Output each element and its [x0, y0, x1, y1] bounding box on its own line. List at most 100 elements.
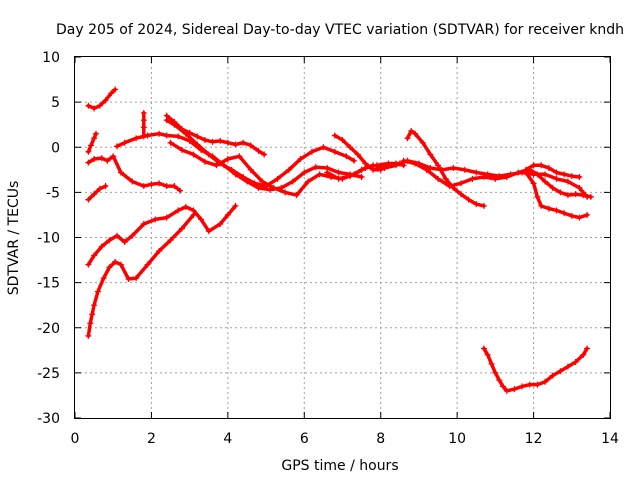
data-point	[572, 359, 579, 366]
data-point	[480, 174, 487, 181]
data-point	[324, 169, 331, 176]
data-point	[564, 178, 571, 185]
data-point	[542, 171, 549, 178]
data-point	[347, 144, 354, 151]
data-point	[88, 142, 95, 149]
data-point	[587, 193, 594, 200]
plot-frame	[74, 56, 611, 419]
data-point	[519, 383, 526, 390]
data-point	[419, 139, 426, 146]
data-point	[228, 166, 235, 173]
y-tick-label: -25	[37, 366, 60, 382]
data-point	[201, 137, 208, 144]
data-point	[213, 162, 220, 169]
data-point	[232, 141, 239, 148]
data-point	[93, 130, 100, 137]
data-point	[503, 387, 510, 394]
data-point	[163, 183, 170, 190]
data-point	[316, 171, 323, 178]
data-point	[465, 196, 472, 203]
data-point	[354, 151, 361, 158]
data-point	[144, 261, 151, 268]
data-point	[205, 228, 212, 235]
series-arc-15	[400, 157, 594, 200]
data-point	[117, 261, 124, 268]
data-point	[194, 133, 201, 140]
data-point	[179, 126, 185, 133]
y-tick-label: -5	[46, 185, 60, 201]
data-point	[224, 211, 231, 218]
data-point	[100, 275, 107, 282]
data-point	[179, 146, 185, 153]
data-point	[557, 368, 564, 375]
data-point	[496, 377, 503, 384]
x-axis-title: GPS time / hours	[281, 458, 398, 474]
data-point	[335, 175, 342, 182]
data-point	[576, 174, 583, 181]
data-point	[427, 151, 434, 158]
x-tick-label: 4	[223, 431, 232, 447]
data-point	[96, 102, 103, 109]
data-point	[194, 141, 201, 148]
data-point	[270, 184, 277, 191]
data-point	[545, 205, 552, 212]
data-point	[526, 381, 533, 388]
data-point	[492, 369, 499, 376]
data-point	[576, 184, 583, 191]
data-point	[457, 191, 464, 198]
data-point	[427, 165, 434, 172]
data-point	[446, 183, 453, 190]
data-point	[538, 202, 545, 209]
data-point	[182, 203, 189, 210]
y-tick-label: 0	[51, 140, 60, 156]
data-point	[469, 175, 476, 182]
data-point	[538, 162, 545, 169]
data-point	[261, 151, 268, 158]
data-point	[450, 165, 457, 172]
data-point	[503, 174, 510, 181]
data-point	[91, 155, 98, 162]
data-point	[140, 124, 147, 131]
data-point	[247, 142, 254, 149]
y-tick-label: 10	[42, 50, 60, 66]
series-line	[86, 204, 238, 267]
data-point	[412, 160, 419, 167]
series-arc-3	[85, 153, 184, 194]
data-point	[568, 212, 575, 219]
data-point	[408, 128, 415, 135]
x-tick-label: 6	[300, 431, 309, 447]
data-point	[370, 162, 377, 169]
data-point	[488, 360, 495, 367]
data-point	[96, 185, 103, 192]
data-point	[251, 180, 258, 187]
data-point	[584, 345, 591, 352]
data-point	[114, 232, 121, 239]
data-point	[515, 169, 522, 176]
data-point	[568, 173, 575, 180]
data-point	[104, 157, 111, 164]
data-point	[112, 86, 119, 93]
data-point	[110, 153, 117, 160]
data-point	[305, 178, 312, 185]
data-point	[480, 345, 487, 352]
series-line	[164, 118, 356, 188]
data-point	[564, 192, 571, 199]
data-point	[190, 151, 197, 158]
data-point	[167, 237, 174, 244]
series-line	[325, 159, 589, 199]
data-point	[362, 160, 369, 167]
y-tick-label: -10	[37, 231, 60, 247]
data-point	[171, 183, 178, 190]
data-point	[98, 155, 105, 162]
data-point	[580, 192, 587, 199]
data-point	[240, 174, 247, 181]
data-point	[461, 166, 468, 173]
data-point	[286, 166, 292, 173]
data-point	[580, 351, 587, 358]
data-point	[85, 102, 92, 109]
series-arc-1	[85, 86, 119, 112]
data-point	[117, 169, 124, 176]
data-point	[91, 191, 98, 198]
data-point	[217, 137, 224, 144]
data-point	[167, 139, 174, 146]
